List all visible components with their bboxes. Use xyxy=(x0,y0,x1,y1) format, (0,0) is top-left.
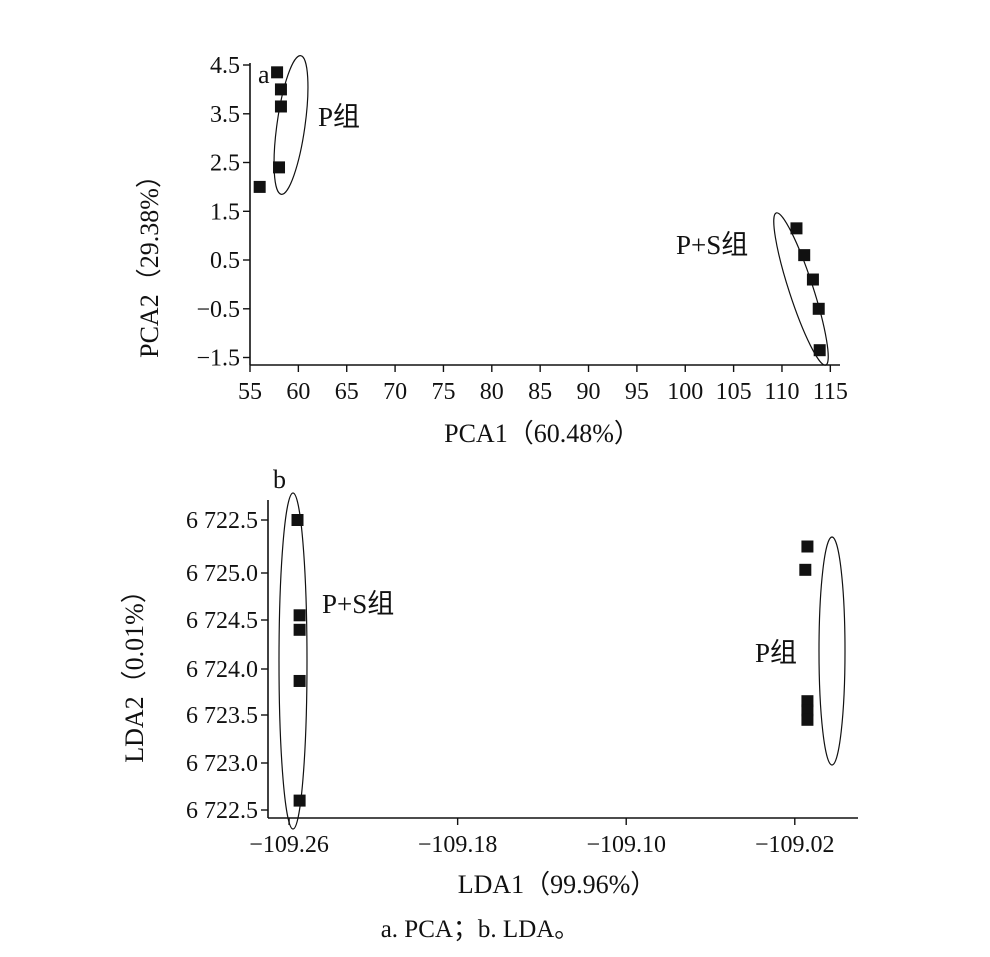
lda-group-ps-ellipse xyxy=(278,492,308,830)
pca-x-axis-label: PCA1（60.48%） xyxy=(444,419,640,448)
lda-x-axis-label: LDA1（99.96%） xyxy=(458,870,657,899)
y-tick-label: 6 724.5 xyxy=(186,608,258,634)
data-point xyxy=(801,540,814,553)
x-tick-label: 70 xyxy=(383,379,407,405)
pca-group-p-ellipse xyxy=(273,55,309,195)
pca-y-axis-label: PCA2（29.38%） xyxy=(135,162,164,358)
lda-points xyxy=(291,514,814,807)
x-tick-label: −109.02 xyxy=(755,832,835,858)
data-point xyxy=(253,180,266,193)
x-tick-label: 55 xyxy=(238,379,262,405)
data-point xyxy=(293,794,306,807)
lda-group-p-ellipse xyxy=(818,536,846,766)
y-tick-label: 6 723.0 xyxy=(186,751,258,777)
x-tick-label: 100 xyxy=(667,379,703,405)
x-tick-label: 110 xyxy=(764,379,799,405)
y-tick-label: 6 722.5 xyxy=(186,798,258,824)
data-point xyxy=(271,66,284,79)
data-point xyxy=(293,609,306,622)
x-tick-label: −109.26 xyxy=(249,832,329,858)
x-tick-label: 95 xyxy=(625,379,649,405)
x-tick-label: −109.10 xyxy=(586,832,666,858)
x-tick-label: 115 xyxy=(813,379,848,405)
x-tick-label: 85 xyxy=(528,379,552,405)
y-tick-label: 0.5 xyxy=(210,248,240,274)
data-point xyxy=(801,704,814,717)
data-point xyxy=(813,344,826,357)
pca-x-ticks: 55 60 65 70 75 80 85 90 95 100 105 110 115 xyxy=(238,365,848,405)
y-tick-label: 6 722.5 xyxy=(186,508,258,534)
x-tick-label: 65 xyxy=(335,379,359,405)
data-point xyxy=(798,249,811,262)
data-point xyxy=(801,713,814,726)
y-tick-label: 1.5 xyxy=(210,199,240,225)
data-point xyxy=(806,273,819,286)
x-tick-label: −109.18 xyxy=(418,832,498,858)
x-tick-label: 80 xyxy=(480,379,504,405)
y-tick-label: 6 724.0 xyxy=(186,657,258,683)
lda-panel: b −109.26 −109.18 −109.10 −109.02 6 722.56 … xyxy=(120,465,858,899)
y-tick-label: −0.5 xyxy=(196,297,240,323)
pca-points xyxy=(253,66,826,357)
lda-x-ticks: −109.26 −109.18 −109.10 −109.02 xyxy=(249,818,835,858)
lda-group-p-label: P组 xyxy=(755,638,797,668)
data-point xyxy=(293,623,306,636)
y-tick-label: 3.5 xyxy=(210,102,240,128)
figure-caption: a. PCA；b. LDA。 xyxy=(381,916,580,943)
lda-y-axis-label: LDA2（0.01%） xyxy=(120,577,149,763)
data-point xyxy=(812,302,825,315)
x-tick-label: 75 xyxy=(431,379,455,405)
y-tick-label: 4.5 xyxy=(210,53,240,79)
data-point xyxy=(790,222,803,235)
panel-b-label: b xyxy=(273,465,286,494)
data-point xyxy=(801,695,814,708)
x-tick-label: 105 xyxy=(716,379,752,405)
data-point xyxy=(293,674,306,687)
x-tick-label: 90 xyxy=(577,379,601,405)
y-tick-label: 2.5 xyxy=(210,151,240,177)
pca-group-ps-label: P+S组 xyxy=(676,230,748,260)
data-point xyxy=(799,563,812,576)
y-tick-label: 6 725.0 xyxy=(186,561,258,587)
y-tick-label: −1.5 xyxy=(196,346,240,372)
lda-group-ps-label: P+S组 xyxy=(322,589,394,619)
data-point xyxy=(274,100,287,113)
x-tick-label: 60 xyxy=(286,379,310,405)
panel-a-label: a xyxy=(258,60,270,89)
pca-group-p-label: P组 xyxy=(318,102,360,132)
data-point xyxy=(291,514,304,526)
y-tick-label: 6 723.5 xyxy=(186,703,258,729)
lda-y-ticks: 6 722.5 6 725.0 6 724.5 6 724.0 6 723.5 6 723… xyxy=(186,508,268,824)
data-point xyxy=(274,83,287,96)
pca-y-ticks: 4.5 3.5 2.5 1.5 0.5 −0.5 −1.5 xyxy=(196,53,250,372)
pca-panel: a 55 60 65 70 75 80 85 90 95 100 105 110 115 4.5 3.5 2… xyxy=(135,53,848,448)
data-point xyxy=(273,161,286,174)
